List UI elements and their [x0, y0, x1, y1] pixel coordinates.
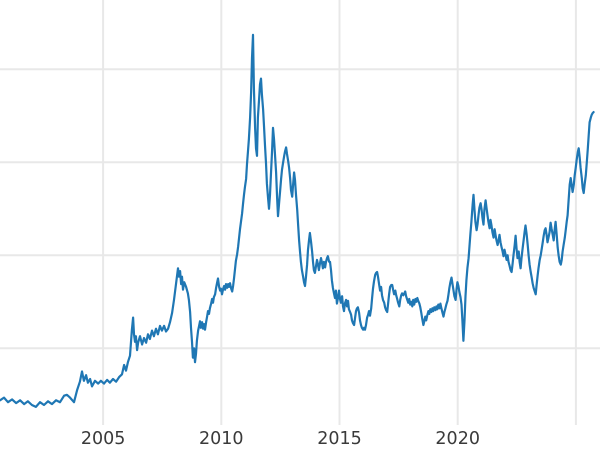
- x-axis-tick-labels: 2005 2010 2015 2020: [81, 429, 480, 449]
- price-line-series: [0, 33, 595, 408]
- x-tick-label-2005: 2005: [81, 429, 126, 449]
- gridlines: [0, 0, 600, 425]
- x-tick-label-2010: 2010: [199, 429, 244, 449]
- x-tick-label-2020: 2020: [435, 429, 480, 449]
- x-tick-label-2015: 2015: [317, 429, 362, 449]
